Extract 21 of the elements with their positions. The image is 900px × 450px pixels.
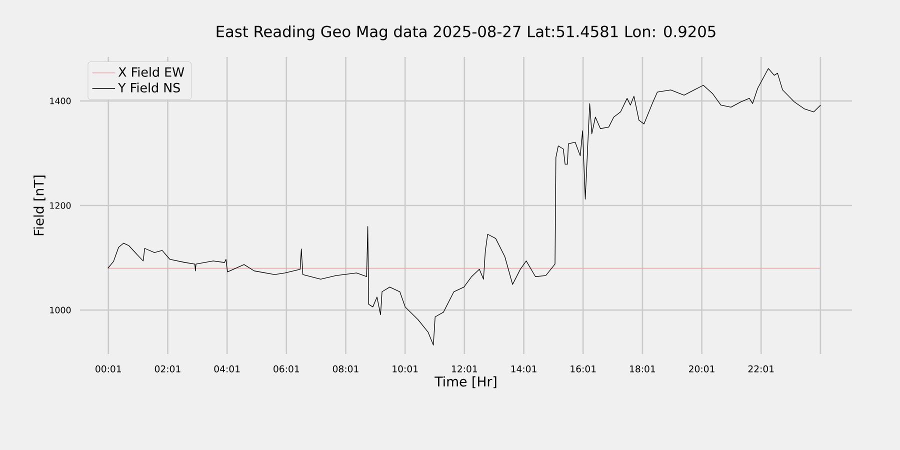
y-tick-label: 1200 — [50, 202, 71, 209]
x-tick-label: 08:01 — [332, 365, 358, 372]
x-tick-label: 20:01 — [689, 365, 714, 372]
x-tick-label: 00:01 — [96, 365, 121, 372]
x-tick-label: 18:01 — [630, 365, 656, 372]
y-tick-label: 1000 — [50, 306, 71, 314]
x-tick-label: 16:01 — [570, 365, 596, 372]
y-axis-title: Field [nT] — [34, 176, 46, 236]
x-tick-label: 02:01 — [154, 365, 180, 372]
x-tick-label: 14:01 — [511, 365, 536, 372]
legend-label: Y Field NS — [118, 82, 180, 92]
chart-title: East Reading Geo Mag data 2025-08-27 Lat:51.4581 Lon: 0.9205 — [216, 25, 716, 40]
x-tick-label: 12:01 — [452, 365, 478, 372]
y-tick-label: 1400 — [50, 98, 71, 104]
x-tick-label: 22:01 — [748, 365, 774, 372]
x-tick-label: 06:01 — [274, 365, 299, 372]
x-tick-label: 10:01 — [392, 365, 418, 372]
legend-label: X Field EW — [118, 67, 184, 77]
x-axis-title: Time [Hr] — [434, 376, 496, 388]
x-tick-label: 04:01 — [214, 365, 240, 372]
line-series — [108, 68, 821, 346]
